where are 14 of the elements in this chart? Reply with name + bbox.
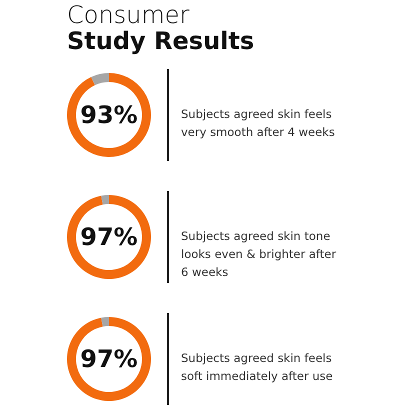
donut-slice [101,317,109,327]
data-label: 97% [80,345,138,373]
data-label: 93% [80,101,138,129]
donut-slice [67,73,151,157]
chart-subtitle: Study Results [67,27,254,55]
donut-slice [67,195,151,279]
chart-title: Consumer [67,1,190,29]
data-label: 97% [80,223,138,251]
donut-slice [91,73,109,86]
text: Subjects agreed skin feels soft immediately after use [181,351,333,383]
text: Subjects agreed skin feels very smooth after 4 weeks [181,107,335,139]
donut-slice [101,195,109,205]
text: Subjects agreed skin tone looks even & brighter after 6 weeks [181,229,336,279]
donut-slice [67,317,151,401]
